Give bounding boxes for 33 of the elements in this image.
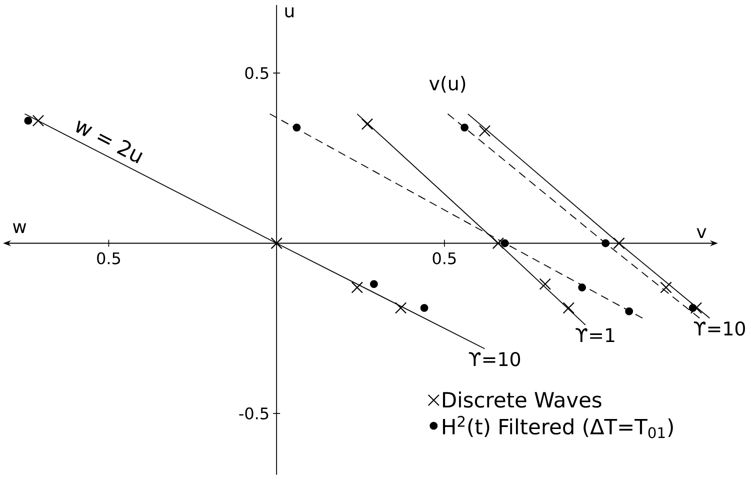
- x-axis-title: v: [696, 228, 706, 238]
- y-tick-label: -0.5: [239, 407, 268, 420]
- point: [688, 304, 697, 312]
- annotation: w: [12, 223, 26, 234]
- point: [539, 278, 552, 290]
- annotation: ϒ=1: [576, 328, 614, 342]
- annotation: ϒ=10: [468, 352, 520, 366]
- point: [32, 114, 44, 127]
- point: [420, 304, 428, 312]
- point: [270, 237, 282, 250]
- point: [478, 125, 491, 137]
- point: [292, 124, 301, 132]
- point: [660, 282, 672, 294]
- point: [492, 237, 504, 250]
- annotation: v(u): [429, 76, 466, 93]
- point: [351, 282, 363, 294]
- point: [460, 124, 469, 132]
- point: [394, 302, 407, 314]
- annotation: w = 2u: [76, 120, 143, 164]
- point: [24, 116, 32, 125]
- point: [500, 239, 509, 248]
- point: [613, 237, 625, 250]
- point: [602, 239, 610, 248]
- point: [578, 284, 586, 292]
- y-axis-title: u: [285, 7, 294, 18]
- legend-label: H$^{2}$(t) Filtered (ΔT=T$_{01}$): [442, 416, 673, 438]
- point: [562, 302, 575, 314]
- annotation: ϒ=10: [694, 321, 745, 336]
- point: [361, 118, 374, 130]
- point: [625, 307, 634, 316]
- point: [690, 302, 702, 314]
- point: [370, 280, 378, 288]
- legend-label: Discrete Waves: [442, 392, 602, 408]
